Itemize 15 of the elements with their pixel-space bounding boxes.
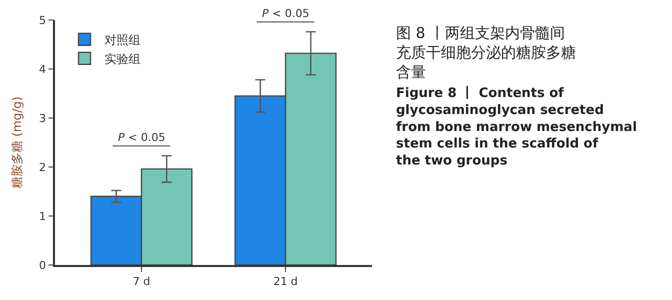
x-tick-label: 7 d — [132, 274, 150, 288]
x-tick-label: 21 d — [273, 274, 298, 288]
y-tick-label: 1 — [39, 210, 46, 223]
y-tick-label: 5 — [39, 14, 46, 27]
annotation: P < 0.05 — [262, 7, 310, 20]
text: Figure 8 丨 Contents of glycosaminoglycan secreted from bone marrow mesenchymal stem cells in the scaffold of the two groups — [396, 86, 637, 169]
y-tick-label: 3 — [39, 112, 46, 125]
legend-label: 实验组 — [104, 52, 141, 66]
legend-label: 对照组 — [104, 33, 141, 48]
y-tick-label: 2 — [39, 160, 46, 174]
y-axis-title: 糖胺多糖 (mg/g) — [10, 96, 24, 189]
annotation: P < 0.05 — [118, 131, 166, 144]
text: 图 8 丨两组支架内骨髓间充质干细胞分泌的糖胺多糖含量 — [396, 24, 576, 81]
y-tick-label: 4 — [39, 62, 46, 76]
y-tick-label: 0 — [39, 258, 46, 272]
